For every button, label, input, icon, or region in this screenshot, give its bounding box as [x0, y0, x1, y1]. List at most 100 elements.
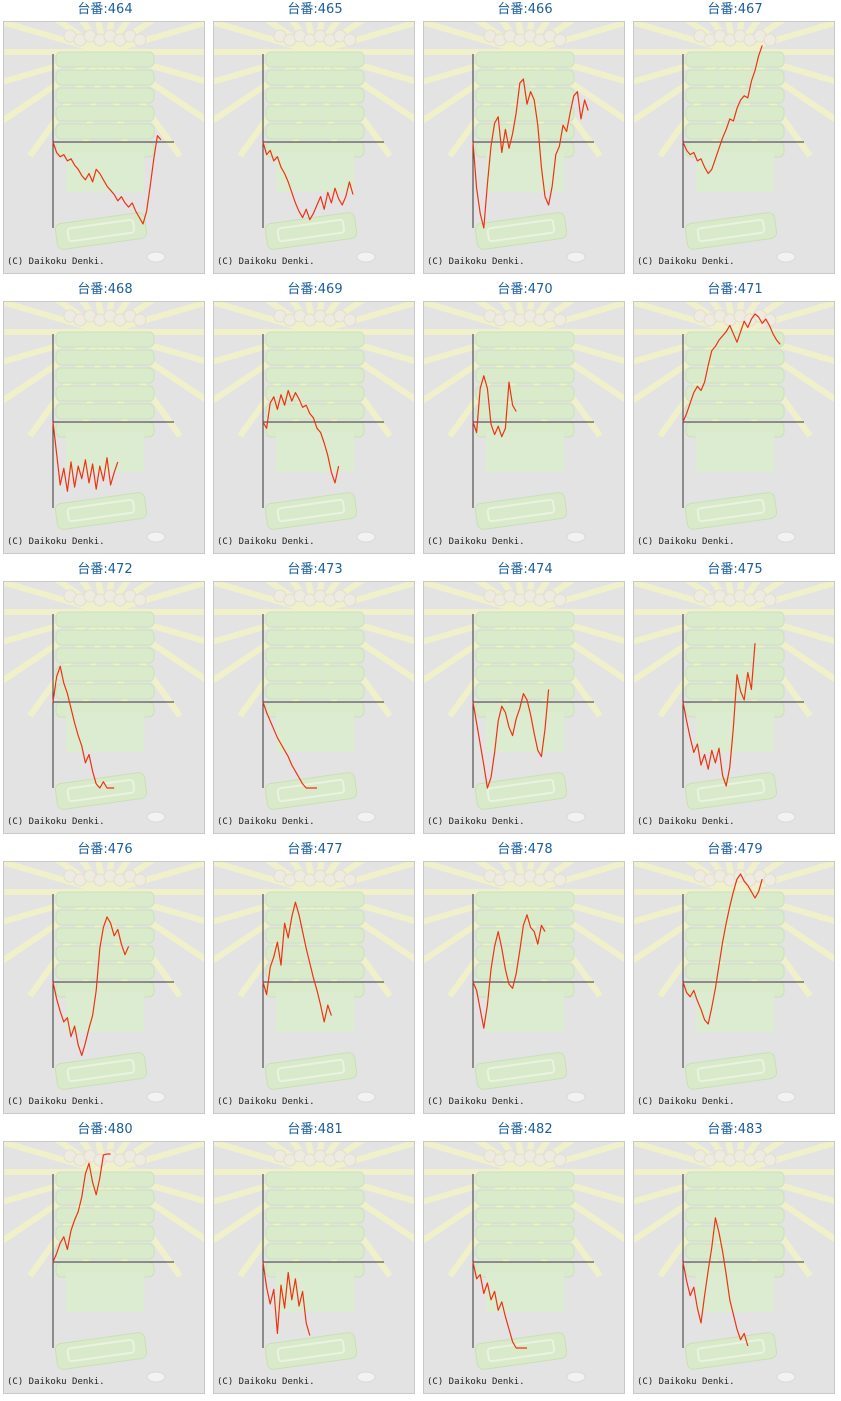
background-coin [776, 1091, 796, 1103]
graph-svg [4, 22, 204, 263]
machine-number-title[interactable]: 台番:465 [287, 2, 343, 17]
background-tray [276, 992, 354, 1032]
background-tray [486, 152, 564, 192]
graph-svg [424, 582, 624, 823]
graph-svg [214, 22, 414, 263]
background-ray [95, 582, 108, 613]
background-ray [522, 50, 603, 158]
graph-panel: (C) Daikoku Denki. [423, 581, 625, 834]
background-ray [27, 610, 108, 718]
background-tray [475, 105, 575, 122]
background-ray [524, 582, 624, 615]
machine-number-title[interactable]: 台番:464 [77, 2, 133, 17]
background-tray [685, 367, 785, 384]
machine-number-title[interactable]: 台番:466 [497, 2, 553, 17]
background-tray [66, 218, 136, 243]
machine-number-title[interactable]: 台番:472 [77, 562, 133, 577]
machine-number-title[interactable]: 台番:474 [497, 562, 553, 577]
machine-number-title[interactable]: 台番:481 [287, 1122, 343, 1137]
background-tray [475, 665, 575, 682]
background-coin [776, 811, 796, 823]
machine-number-title[interactable]: 台番:471 [707, 282, 763, 297]
background-coin [356, 811, 376, 823]
background-ray [102, 1170, 183, 1278]
background-tray [475, 403, 575, 420]
machine-number-title[interactable]: 台番:470 [497, 282, 553, 297]
machine-number-title[interactable]: 台番:479 [707, 842, 763, 857]
background-tray [276, 778, 346, 803]
graph-svg [214, 1142, 414, 1383]
background-tray [265, 963, 365, 980]
copyright-text: (C) Daikoku Denki. [427, 1097, 525, 1107]
background-ray [314, 22, 414, 55]
copyright-text: (C) Daikoku Denki. [7, 1377, 105, 1387]
machine-number-title[interactable]: 台番:467 [707, 2, 763, 17]
background-tray [685, 963, 785, 980]
background-coin [146, 531, 166, 543]
machine-number-title[interactable]: 台番:483 [707, 1122, 763, 1137]
machine-number-title[interactable]: 台番:475 [707, 562, 763, 577]
background-tray [486, 712, 564, 752]
background-ray [104, 1142, 204, 1175]
copyright-text: (C) Daikoku Denki. [427, 817, 525, 827]
graph-svg [4, 302, 204, 543]
background-tray [55, 69, 155, 86]
background-tray [265, 385, 365, 402]
machine-number-title[interactable]: 台番:480 [77, 1122, 133, 1137]
background-tray [265, 665, 365, 682]
background-ball [343, 33, 357, 47]
slot-graph-card: 台番:466 (C) Daikoku Denki. [420, 0, 630, 280]
machine-number-title[interactable]: 台番:476 [77, 842, 133, 857]
background-tray [66, 712, 144, 752]
background-ray [515, 302, 528, 333]
machine-number-title[interactable]: 台番:477 [287, 842, 343, 857]
machine-number-title[interactable]: 台番:473 [287, 562, 343, 577]
machine-number-title[interactable]: 台番:482 [497, 1122, 553, 1137]
background-tray [265, 909, 365, 926]
background-tray [685, 1225, 785, 1242]
background-ray [104, 22, 204, 55]
machine-number-title[interactable]: 台番:469 [287, 282, 343, 297]
slot-graph-card: 台番:480 (C) Daikoku Denki. [0, 1120, 210, 1400]
copyright-text: (C) Daikoku Denki. [217, 537, 315, 547]
machine-number-title[interactable]: 台番:478 [497, 842, 553, 857]
background-ray [522, 1170, 603, 1278]
slot-graph-card: 台番:477 (C) Daikoku Denki. [210, 840, 420, 1120]
background-tray [685, 1243, 785, 1260]
background-coin [146, 1371, 166, 1383]
background-ray [312, 50, 393, 158]
copyright-text: (C) Daikoku Denki. [637, 537, 735, 547]
background-ray [237, 50, 318, 158]
graph-svg [424, 22, 624, 263]
copyright-text: (C) Daikoku Denki. [427, 257, 525, 267]
background-tray [66, 778, 136, 803]
background-ray [314, 582, 414, 615]
background-illustration [4, 582, 204, 823]
graph-svg [424, 862, 624, 1103]
copyright-text: (C) Daikoku Denki. [427, 537, 525, 547]
background-tray [486, 218, 556, 243]
machine-number-title[interactable]: 台番:468 [77, 282, 133, 297]
background-tray [265, 403, 365, 420]
background-tray [685, 665, 785, 682]
payout-series-line [682, 45, 763, 175]
copyright-text: (C) Daikoku Denki. [637, 817, 735, 827]
background-tray [475, 69, 575, 86]
background-tray [276, 712, 354, 752]
payout-series-line [472, 375, 517, 438]
background-ray [27, 330, 108, 438]
background-tray [486, 992, 564, 1032]
background-tray [475, 683, 575, 700]
graph-svg [4, 582, 204, 823]
slot-graph-card: 台番:475 (C) Daikoku Denki. [630, 560, 840, 840]
payout-series-line [52, 421, 119, 492]
background-ray [447, 50, 528, 158]
background-tray [55, 105, 155, 122]
background-tray [265, 1189, 365, 1206]
background-ray [95, 22, 108, 53]
background-ball [133, 1153, 147, 1167]
background-illustration [4, 1142, 204, 1383]
background-illustration [424, 302, 624, 543]
background-coin [146, 811, 166, 823]
graph-svg [214, 302, 414, 543]
